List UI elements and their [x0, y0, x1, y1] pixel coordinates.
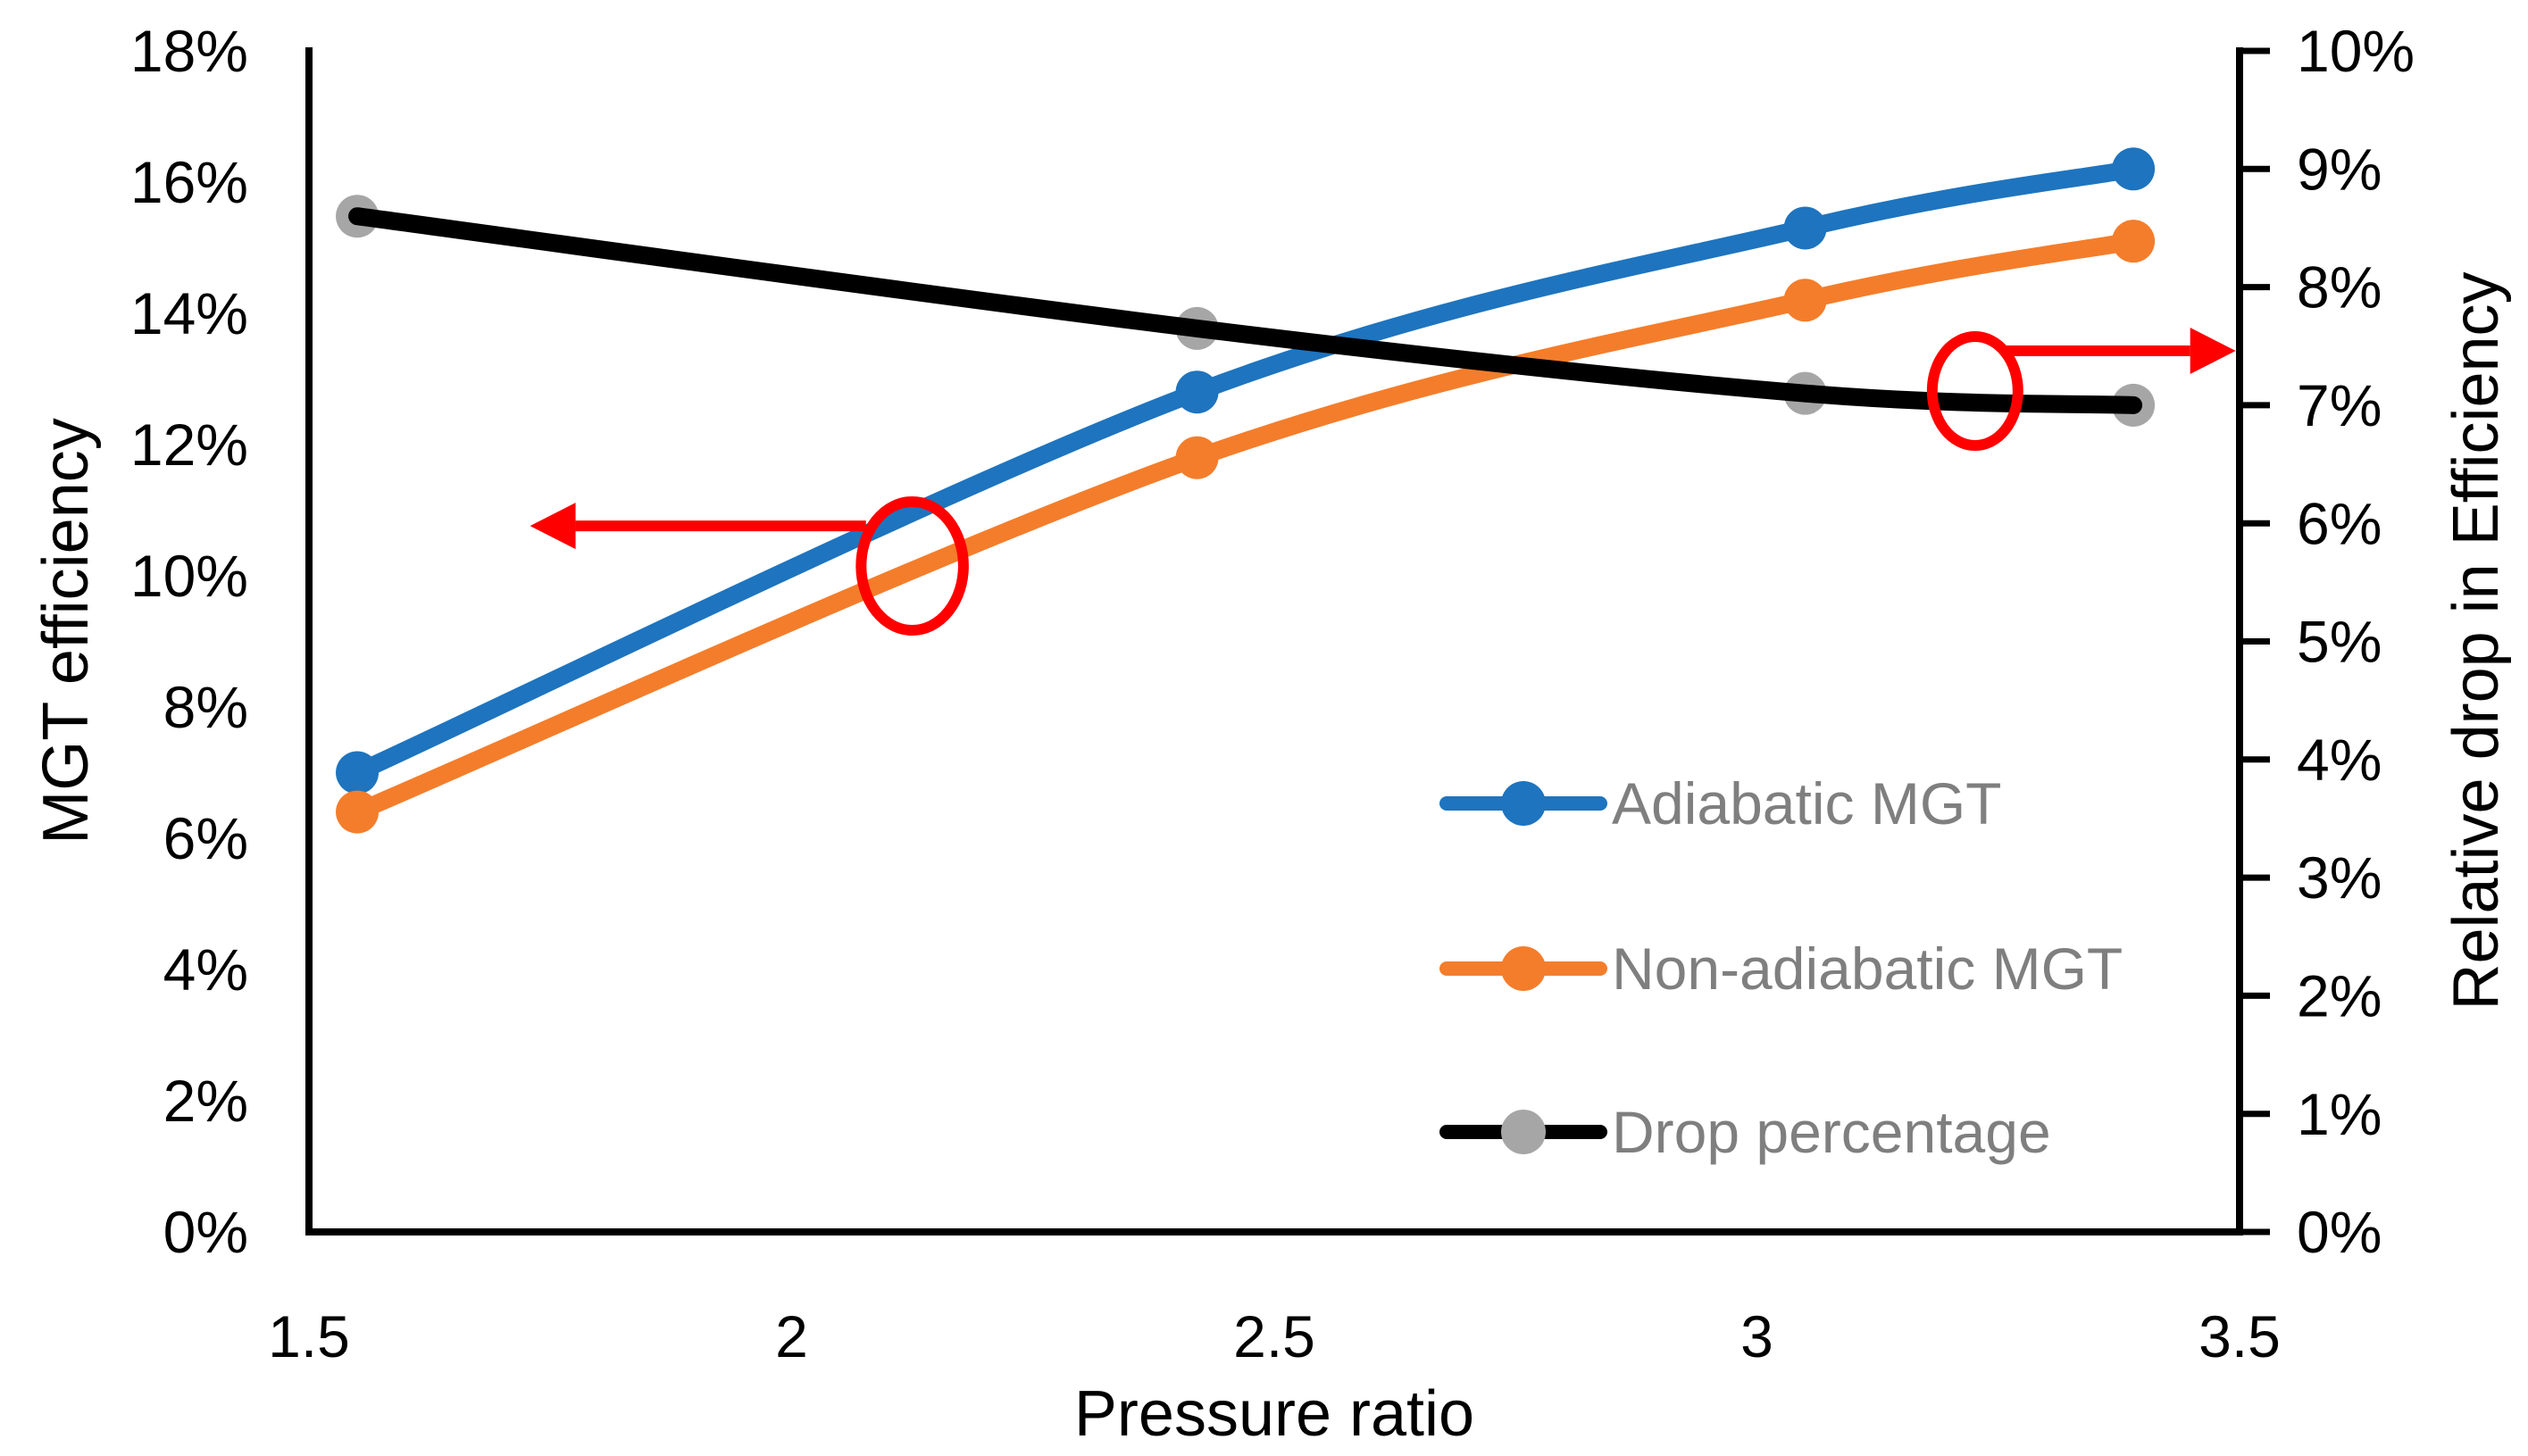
right-axis-tick-label: 0%	[2297, 1199, 2382, 1265]
series-marker-adiabatic-mgt	[1175, 370, 1219, 414]
legend-marker-drop-percentage	[1501, 1110, 1546, 1154]
legend-label-adiabatic-mgt: Adiabatic MGT	[1612, 770, 2001, 836]
right-axis-tick-label: 10%	[2297, 18, 2415, 84]
left-axis-tick-label: 10%	[130, 543, 248, 609]
left-axis-tick-label: 4%	[163, 936, 248, 1003]
legend-marker-non-adiabatic-mgt	[1501, 946, 1546, 991]
x-axis-tick-label: 3.5	[2198, 1303, 2281, 1369]
series-marker-non-adiabatic-mgt	[1175, 436, 1219, 479]
x-axis-title: Pressure ratio	[1074, 1378, 1474, 1450]
right-axis-tick-label: 5%	[2297, 609, 2382, 675]
left-axis-title: MGT efficiency	[30, 418, 102, 844]
annotation-layer	[530, 328, 2236, 636]
right-axis-tick-label: 8%	[2297, 254, 2382, 320]
left-axis-tick-label: 16%	[130, 149, 248, 215]
x-axis-tick-label: 1.5	[268, 1303, 350, 1369]
x-axis-tick-label: 2	[775, 1303, 808, 1369]
red-arrow-head	[2190, 328, 2236, 375]
right-axis-title: Relative drop in Efficiency	[2440, 271, 2512, 1010]
x-axis-tick-label: 3	[1740, 1303, 1773, 1369]
series-marker-non-adiabatic-mgt	[1783, 279, 1827, 322]
left-axis-tick-label: 6%	[163, 805, 248, 871]
red-ellipse-annotation	[1926, 331, 2023, 452]
left-axis-tick-label: 2%	[163, 1068, 248, 1134]
left-axis-tick-label: 18%	[130, 18, 248, 84]
series-line-adiabatic-mgt	[348, 160, 2143, 782]
series-marker-non-adiabatic-mgt	[2112, 220, 2156, 263]
right-axis-tick-label: 3%	[2297, 844, 2382, 911]
series-marker-non-adiabatic-mgt	[336, 790, 380, 834]
left-axis-tick-label: 12%	[130, 412, 248, 478]
x-axis-tick-label: 2.5	[1233, 1303, 1315, 1369]
series-line-drop-percentage	[348, 207, 2143, 414]
legend-marker-adiabatic-mgt	[1501, 781, 1546, 826]
red-ellipse-annotation	[855, 495, 969, 636]
series-marker-adiabatic-mgt	[336, 751, 380, 795]
legend-label-non-adiabatic-mgt: Non-adiabatic MGT	[1612, 936, 2123, 1002]
series-layer	[336, 147, 2156, 834]
right-axis-tick-label: 1%	[2297, 1081, 2382, 1147]
right-axis-tick-label: 6%	[2297, 490, 2382, 556]
right-axis-tick-label: 7%	[2297, 372, 2382, 438]
left-axis-tick-label: 8%	[163, 674, 248, 740]
series-line-non-adiabatic-mgt	[348, 232, 2143, 821]
left-axis-tick-label: 0%	[163, 1199, 248, 1265]
right-axis-tick-label: 9%	[2297, 136, 2382, 202]
legend-layer: Adiabatic MGT Non-adiabatic MGT Drop perce…	[1439, 770, 2123, 1165]
legend-label-drop-percentage: Drop percentage	[1612, 1099, 2051, 1165]
series-marker-adiabatic-mgt	[2112, 147, 2156, 191]
red-arrow-head	[530, 503, 576, 550]
right-axis-tick-label: 4%	[2297, 727, 2382, 793]
series-marker-adiabatic-mgt	[1783, 206, 1827, 250]
axes-layer: 0% 2% 4% 6% 8% 10% 12% 14% 16% 18% 0% 1% 2% 3% 4% 5% 6% 7…	[130, 18, 2415, 1369]
left-axis-tick-label: 14%	[130, 280, 248, 346]
right-axis-tick-label: 2%	[2297, 963, 2382, 1029]
